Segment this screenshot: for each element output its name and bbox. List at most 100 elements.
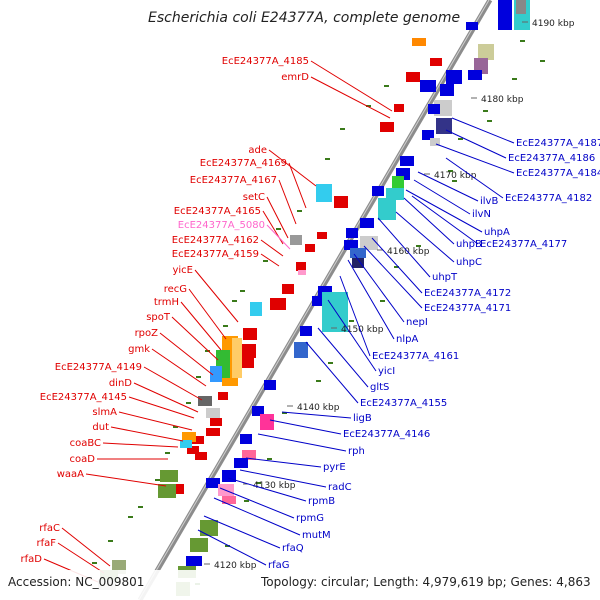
leader-line [269, 419, 342, 435]
forward-strand-gene [420, 80, 436, 92]
reverse-strand-gene [172, 484, 184, 494]
gene-label-right: EcE24377A_4171 [424, 303, 511, 314]
forward-strand-gene [344, 240, 358, 250]
forward-strand-gene [436, 118, 452, 134]
reverse-strand-gene [394, 104, 404, 112]
forward-strand-gene [200, 520, 218, 536]
gc-marker [282, 412, 287, 414]
gene-label-right: uhpT [432, 272, 458, 283]
gc-marker [297, 210, 302, 212]
map-title: Escherichia coli E24377A, complete genom… [148, 10, 460, 26]
forward-strand-gene [186, 556, 202, 566]
leader-line [305, 341, 359, 404]
gene-label-left: dinD [109, 378, 132, 389]
gene-label-right: rpmG [296, 513, 324, 524]
reverse-strand-gene [406, 72, 420, 82]
reverse-strand-gene [305, 244, 315, 252]
topology-text: Topology: circular; Length: 4,979,619 bp… [260, 575, 591, 589]
gene-label-right: EcE24377A_4187 [516, 138, 600, 149]
reverse-strand-gene [430, 58, 442, 66]
gene-label-right: ilvN [472, 209, 491, 220]
gene-label-left: EcE24377A_4149 [55, 362, 142, 373]
forward-strand-gene [222, 496, 236, 504]
forward-strand-gene [386, 188, 404, 200]
gene-label-left: waaA [57, 469, 84, 480]
gene-label-right: mutM [302, 530, 331, 541]
gc-marker [267, 458, 272, 460]
gene-label-right: yicI [378, 366, 395, 377]
leader-line [85, 473, 167, 487]
gc-marker [196, 376, 201, 378]
gc-marker [92, 562, 97, 564]
forward-strand-gene [430, 138, 440, 146]
kbp-tick-label: 4180 kbp [481, 95, 524, 105]
leader-line [451, 117, 515, 144]
reverse-strand-gene [296, 262, 306, 271]
gene-label-left: spoT [146, 312, 171, 323]
leader-line [188, 288, 227, 340]
forward-strand-gene [446, 70, 462, 84]
reverse-strand-gene [290, 235, 302, 245]
kbp-tick-label: 4150 kbp [341, 325, 384, 335]
leader-line [227, 477, 307, 502]
leader-line [413, 179, 471, 215]
gene-label-left: slmA [92, 407, 117, 418]
gc-marker [487, 120, 492, 122]
gene-label-right: ilvB [480, 196, 498, 207]
gene-label-right: EcE24377A_4182 [505, 193, 592, 204]
forward-strand-gene [428, 104, 440, 114]
leader-line [61, 527, 111, 567]
gene-label-left: rpoZ [135, 328, 159, 339]
gc-marker [366, 105, 371, 107]
gc-marker [276, 228, 281, 230]
gene-label-left: EcE24377A_4165 [174, 206, 261, 217]
gene-label-left: coaBC [70, 438, 101, 449]
forward-strand-gene [352, 258, 364, 268]
gene-label-left: EcE24377A_4145 [40, 392, 127, 403]
gc-marker [458, 138, 463, 140]
forward-strand-gene [264, 380, 276, 390]
reverse-strand-gene [240, 358, 254, 368]
gc-marker [108, 540, 113, 542]
forward-strand-gene [240, 434, 252, 444]
gc-marker [540, 60, 545, 62]
forward-strand-gene [372, 186, 384, 196]
gene-label-right: EcE24377A_4146 [343, 429, 430, 440]
leader-line [288, 162, 307, 209]
gc-marker [483, 110, 488, 112]
leader-line [180, 301, 222, 351]
gc-marker [223, 325, 228, 327]
reverse-strand-gene [298, 270, 306, 275]
reverse-strand-gene [158, 484, 176, 498]
right-label-layer: EcE24377A_4187 EcE24377A_4186 EcE24377A_41… [197, 117, 600, 571]
gc-marker [512, 78, 517, 80]
leader-line [371, 237, 423, 294]
reverse-strand-gene [187, 446, 199, 454]
leader-line [219, 487, 295, 519]
leader-line [266, 224, 291, 250]
reverse-strand-gene [182, 432, 196, 442]
leader-line [317, 327, 369, 388]
reverse-strand-gene [334, 196, 348, 208]
kbp-tick-label: 4140 kbp [297, 403, 340, 413]
leader-line [159, 332, 214, 376]
leader-line [310, 76, 391, 119]
leader-line [445, 157, 504, 199]
gc-marker [380, 300, 385, 302]
gene-label-left: EcE24377A_4162 [172, 235, 259, 246]
reverse-strand-gene [316, 184, 332, 202]
gc-marker [186, 402, 191, 404]
leader-line [151, 348, 207, 387]
gene-label-right: rfaQ [282, 543, 304, 554]
gene-label-right: EcE24377A_4161 [372, 351, 459, 362]
leader-line [213, 497, 301, 536]
gc-marker [138, 506, 143, 508]
gene-label-right: rph [348, 446, 365, 457]
forward-strand-gene [498, 0, 512, 30]
gene-label-left: rfaC [39, 523, 60, 534]
leader-line [281, 411, 352, 419]
leader-line [347, 259, 395, 340]
reverse-strand-gene [317, 232, 327, 239]
forward-strand-gene [360, 218, 374, 228]
